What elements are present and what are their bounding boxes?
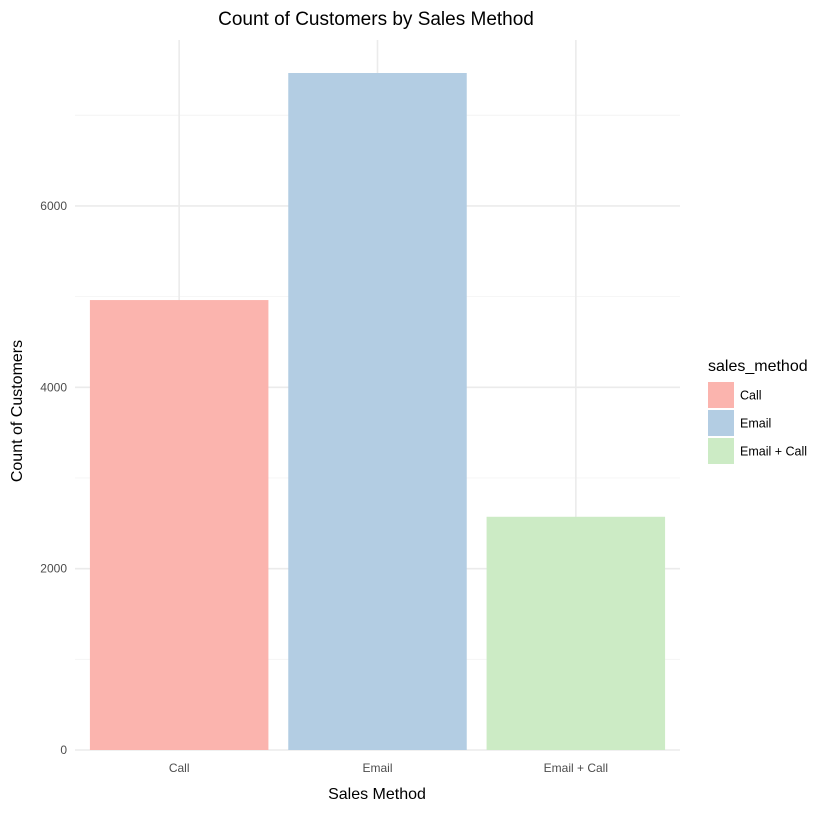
legend-label: Email + Call (740, 445, 807, 459)
legend-label: Email (740, 417, 771, 431)
legend: sales_method Call Email Email + Call (708, 358, 808, 464)
x-tick-label: Email (362, 761, 392, 775)
legend-key (708, 382, 734, 408)
y-tick-label: 4000 (40, 380, 67, 394)
bar-email-call (486, 516, 666, 750)
bars (89, 73, 666, 750)
y-tick-label: 6000 (40, 199, 67, 213)
y-tick-label: 0 (60, 743, 67, 757)
x-tick-label: Email + Call (544, 761, 608, 775)
legend-key (708, 410, 734, 436)
bar-email (288, 73, 467, 750)
x-axis-title: Sales Method (328, 786, 426, 803)
y-axis-ticks: 0 2000 4000 6000 (40, 199, 67, 757)
x-axis-ticks: Call Email Email + Call (169, 761, 608, 775)
legend-title: sales_method (708, 358, 808, 375)
y-tick-label: 2000 (40, 562, 67, 576)
chart-title: Count of Customers by Sales Method (218, 9, 534, 30)
legend-key (708, 438, 734, 464)
legend-label: Call (740, 389, 762, 403)
bar-call (89, 300, 269, 750)
y-axis-title: Count of Customers (9, 340, 26, 482)
x-tick-label: Call (169, 761, 190, 775)
